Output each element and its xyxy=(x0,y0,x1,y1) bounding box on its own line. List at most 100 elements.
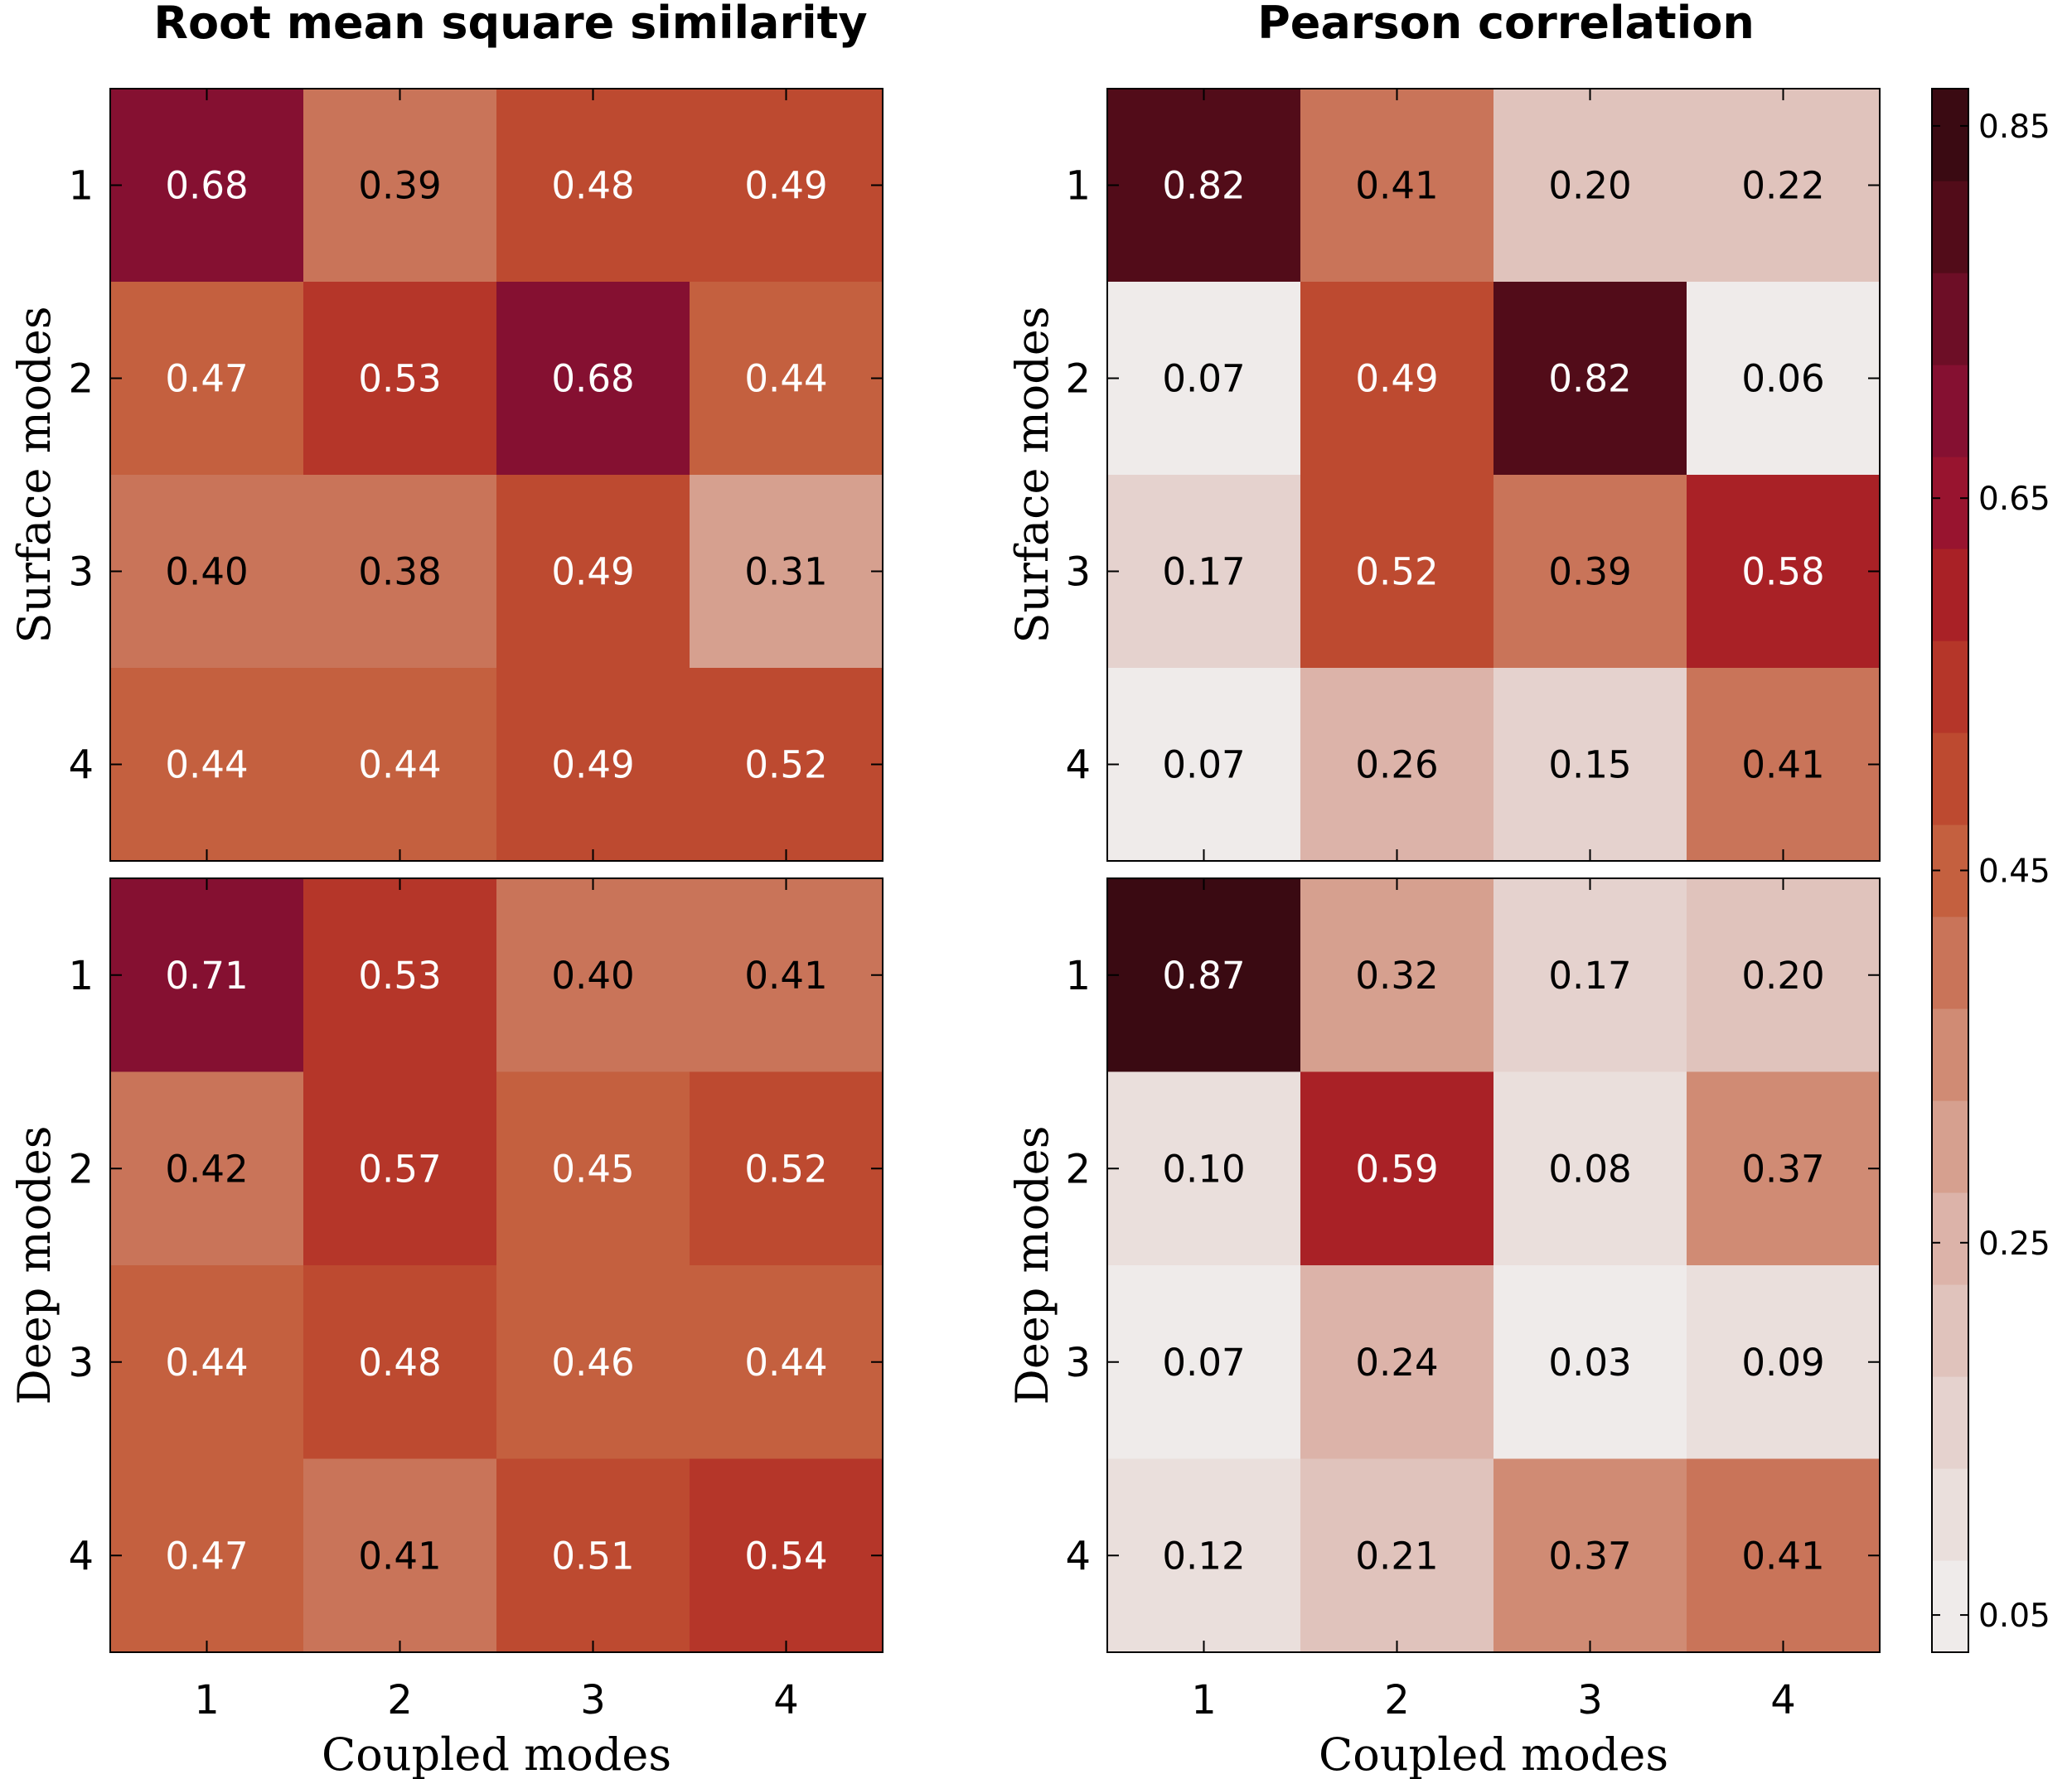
x-axis-label: Coupled modes xyxy=(1319,1728,1668,1779)
y-tick-label: 2 xyxy=(1065,356,1091,403)
heatmap-cell xyxy=(1107,89,1301,283)
heatmap-cell xyxy=(1687,1458,1881,1653)
heatmap-cell xyxy=(1687,1265,1881,1460)
cell-value-label: 0.51 xyxy=(551,1534,634,1578)
y-tick-label: 2 xyxy=(68,1146,94,1192)
cell-value-label: 0.47 xyxy=(165,357,248,401)
cell-value-label: 0.38 xyxy=(358,550,441,594)
cell-value-label: 0.57 xyxy=(358,1147,441,1191)
colorbar-tick-label: 0.05 xyxy=(1978,1598,2050,1635)
colorbar-band xyxy=(1932,1100,1968,1193)
cell-value-label: 0.41 xyxy=(1355,164,1438,208)
y-axis-label: Deep modes xyxy=(1006,1126,1058,1405)
cell-value-label: 0.39 xyxy=(358,164,441,208)
cell-value-label: 0.42 xyxy=(165,1147,248,1191)
cell-value-label: 0.41 xyxy=(1741,1534,1824,1578)
cell-value-label: 0.21 xyxy=(1355,1534,1438,1578)
heatmap-cell xyxy=(1493,878,1687,1073)
cell-value-label: 0.52 xyxy=(1355,550,1438,594)
heatmap-cell xyxy=(1493,668,1687,862)
heatmap-cell xyxy=(110,475,304,669)
heatmap-cell xyxy=(496,1071,690,1266)
heatmap-cell xyxy=(496,878,690,1073)
cell-value-label: 0.20 xyxy=(1741,954,1824,998)
heatmap-cell xyxy=(303,668,497,862)
cell-value-label: 0.87 xyxy=(1162,954,1245,998)
cell-value-label: 0.06 xyxy=(1741,357,1824,401)
x-tick-label: 2 xyxy=(1384,1677,1410,1723)
colorbar-band xyxy=(1932,1284,1968,1377)
heatmap-cell xyxy=(496,282,690,476)
cell-value-label: 0.49 xyxy=(744,164,827,208)
heatmap-cell xyxy=(1687,475,1881,669)
colorbar-band xyxy=(1932,1376,1968,1469)
colorbar-band xyxy=(1932,457,1968,549)
colorbar-band xyxy=(1932,89,1968,181)
colorbar-band xyxy=(1932,1008,1968,1101)
cell-value-label: 0.20 xyxy=(1548,164,1631,208)
heatmap-cell xyxy=(1300,282,1494,476)
cell-value-label: 0.68 xyxy=(551,357,634,401)
cell-value-label: 0.44 xyxy=(358,743,441,787)
heatmap-cell xyxy=(1107,878,1301,1073)
cell-value-label: 0.49 xyxy=(1355,357,1438,401)
title-pearson: Pearson correlation xyxy=(1257,0,1755,49)
cell-value-label: 0.44 xyxy=(744,357,827,401)
cell-value-label: 0.37 xyxy=(1741,1147,1824,1191)
cell-value-label: 0.41 xyxy=(744,954,827,998)
y-tick-label: 4 xyxy=(1065,1533,1091,1579)
cell-value-label: 0.82 xyxy=(1548,357,1631,401)
cell-value-label: 0.17 xyxy=(1548,954,1631,998)
colorbar: 0.05 0.25 0.45 0.65 0.85 xyxy=(1931,88,2050,1653)
cell-value-label: 0.58 xyxy=(1741,550,1824,594)
y-axis-label: Surface modes xyxy=(8,306,61,643)
heatmap-cell xyxy=(1687,668,1881,862)
heatmap-cell xyxy=(496,668,690,862)
cell-value-label: 0.49 xyxy=(551,550,634,594)
cell-value-label: 0.12 xyxy=(1162,1534,1245,1578)
cell-value-label: 0.03 xyxy=(1548,1341,1631,1385)
heatmap-cell xyxy=(1300,668,1494,862)
heatmap-cell xyxy=(1493,282,1687,476)
heatmap-cell xyxy=(110,878,304,1073)
heatmap-cell xyxy=(690,668,884,862)
heatmap-cell xyxy=(110,282,304,476)
heatmap-cell xyxy=(1300,89,1494,283)
y-tick-label: 3 xyxy=(1065,1340,1091,1386)
colorbar-band xyxy=(1932,549,1968,641)
heatmap-cell xyxy=(1493,1265,1687,1460)
y-tick-label: 4 xyxy=(68,742,94,789)
heatmap-cell xyxy=(1493,475,1687,669)
cell-value-label: 0.59 xyxy=(1355,1147,1438,1191)
colorbar-tick-label: 0.85 xyxy=(1978,109,2050,146)
colorbar-band xyxy=(1932,1192,1968,1285)
heatmap-cell xyxy=(496,475,690,669)
cell-value-label: 0.40 xyxy=(165,550,248,594)
heatmap-cell xyxy=(303,89,497,283)
cell-value-label: 0.07 xyxy=(1162,743,1245,787)
y-tick-label: 1 xyxy=(1065,163,1091,210)
cell-value-label: 0.52 xyxy=(744,743,827,787)
y-tick-label: 2 xyxy=(1065,1146,1091,1192)
heatmap-cell xyxy=(690,1458,884,1653)
colorbar-tick-label: 0.45 xyxy=(1978,853,2050,891)
heatmap-cell xyxy=(1300,1265,1494,1460)
x-tick-label: 3 xyxy=(580,1677,606,1723)
heatmap-panel-3: 0.71 0.53 0.40 0.41 0.42 0.57 0.45 0.52 0.44 0.48… xyxy=(8,877,884,1779)
cell-value-label: 0.39 xyxy=(1548,550,1631,594)
x-tick-label: 4 xyxy=(773,1677,799,1723)
cell-value-label: 0.44 xyxy=(165,1341,248,1385)
heatmap-cell xyxy=(1300,1071,1494,1266)
y-axis-label: Deep modes xyxy=(8,1126,61,1405)
heatmap-cell xyxy=(1300,878,1494,1073)
cell-value-label: 0.26 xyxy=(1355,743,1438,787)
y-tick-label: 1 xyxy=(68,953,94,999)
heatmap-cell xyxy=(303,1071,497,1266)
heatmap-cell xyxy=(690,1265,884,1460)
cell-value-label: 0.37 xyxy=(1548,1534,1631,1578)
cell-value-label: 0.10 xyxy=(1162,1147,1245,1191)
x-axis-label: Coupled modes xyxy=(322,1728,671,1779)
cell-value-label: 0.71 xyxy=(165,954,248,998)
heatmap-panel-2: 0.82 0.41 0.20 0.22 0.07 0.49 0.82 0.06 0.17 0.52… xyxy=(1006,88,1881,862)
cell-value-label: 0.53 xyxy=(358,357,441,401)
